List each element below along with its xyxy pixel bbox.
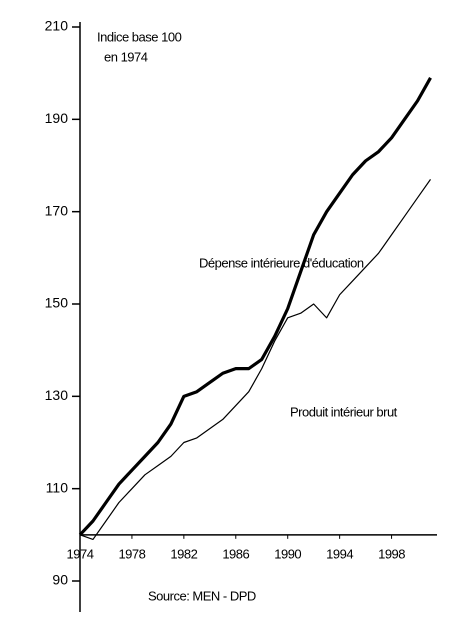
y-tick-label: 130 <box>45 387 69 403</box>
y-tick-label: 190 <box>45 110 69 126</box>
y-tick-label: 150 <box>45 295 69 311</box>
annotation: en 1974 <box>104 49 148 64</box>
y-tick-label: 170 <box>45 202 69 218</box>
x-tick-label: 1994 <box>326 546 353 561</box>
x-tick-label: 1978 <box>118 546 145 561</box>
x-tick-label: 1982 <box>170 546 197 561</box>
series-line <box>79 179 431 541</box>
y-tick-label: 210 <box>45 18 69 34</box>
series-label: Dépense intérieure d'éducation <box>199 255 364 270</box>
x-tick-label: 1986 <box>222 546 249 561</box>
source: Source: MEN - DPD <box>148 588 256 603</box>
series-line <box>78 76 432 536</box>
y-tick-label: 90 <box>52 572 68 588</box>
series-label: Produit intérieur brut <box>290 404 398 419</box>
annotation: Indice base 100 <box>97 29 182 44</box>
y-tick-label: 110 <box>46 479 69 495</box>
x-tick-label: 1974 <box>67 546 94 561</box>
x-tick-label: 1990 <box>274 546 301 561</box>
x-tick-label: 1998 <box>378 546 405 561</box>
